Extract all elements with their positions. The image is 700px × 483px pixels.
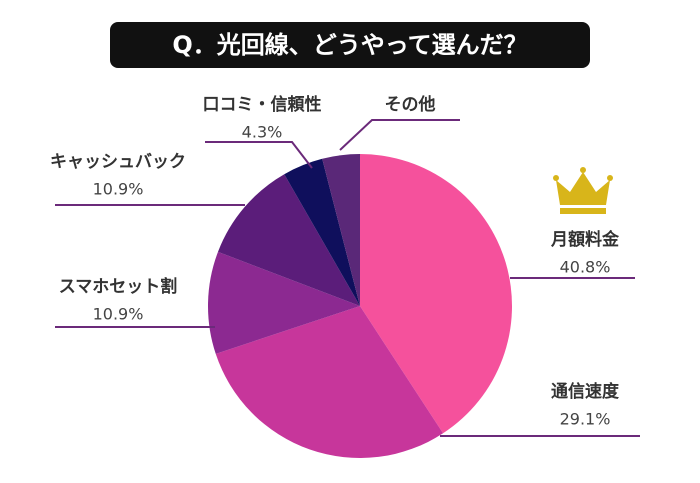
category-label: 月額料金 [550,229,620,250]
chart-title: Q．光回線、どうやって選んだ？ [172,31,527,59]
category-label: 口コミ・信頼性 [203,94,322,115]
pie-slice [217,174,360,306]
pie-slice [284,158,360,306]
value-label: 40.8% [560,258,611,277]
leader-line [339,119,460,151]
category-label: その他 [385,94,436,115]
value-label: 10.9% [93,305,144,324]
category-label: スマホセット割 [59,276,178,297]
pie-slice [360,154,512,434]
title-box [110,22,590,68]
pie-slice [215,306,444,459]
value-label: 4.3% [242,123,283,142]
leader-line [205,141,313,169]
category-label: キャッシュバック [50,152,186,172]
value-label: 10.9% [93,180,144,199]
value-label: 29.1% [560,410,611,429]
category-label: 通信速度 [551,381,620,402]
pie-slice [207,251,360,354]
pie-slice [322,154,360,306]
crown-icon [553,167,613,214]
